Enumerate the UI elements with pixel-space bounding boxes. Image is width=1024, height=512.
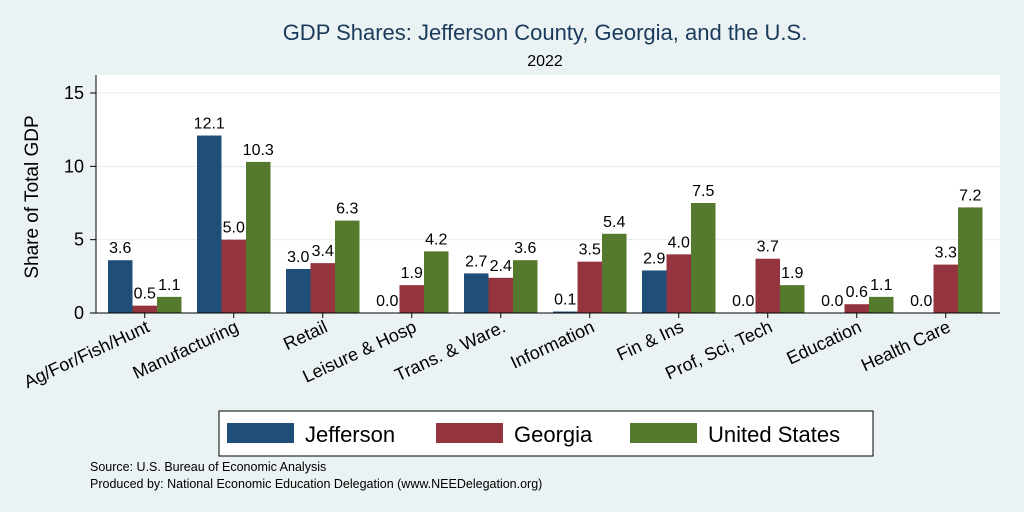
category-label: Retail bbox=[280, 316, 330, 354]
bar bbox=[399, 285, 424, 313]
category-label: Fin & Ins bbox=[614, 316, 687, 364]
data-labels: 3.60.51.112.15.010.33.0 3.46.30.01.94.22.… bbox=[109, 116, 981, 310]
data-label: 5.0 bbox=[223, 220, 245, 237]
data-label: 10.3 bbox=[243, 142, 274, 159]
bar bbox=[464, 273, 489, 313]
bar bbox=[513, 260, 538, 313]
chart-subtitle: 2022 bbox=[527, 53, 563, 70]
legend: Jefferson Georgia United States bbox=[218, 410, 874, 457]
legend-label: United States bbox=[708, 422, 840, 447]
bar bbox=[642, 270, 667, 313]
data-label: 1.1 bbox=[870, 277, 892, 294]
data-label: 0.0 bbox=[910, 293, 932, 310]
data-label: 2.9 bbox=[643, 250, 665, 267]
category-label: Health Care bbox=[858, 316, 954, 375]
chart-title: GDP Shares: Jefferson County, Georgia, a… bbox=[283, 20, 808, 45]
legend-swatch bbox=[630, 423, 697, 443]
bar bbox=[108, 260, 133, 313]
category-label: Education bbox=[783, 316, 864, 368]
bar bbox=[310, 263, 335, 313]
data-label: 0.6 bbox=[846, 284, 868, 301]
data-label: 3.6 bbox=[109, 240, 131, 257]
bar bbox=[933, 264, 958, 313]
data-label: 0.0 bbox=[732, 293, 754, 310]
data-label: 3.6 bbox=[514, 240, 536, 257]
legend-swatch bbox=[436, 423, 503, 443]
bar bbox=[869, 296, 894, 313]
data-label: 1.9 bbox=[401, 265, 423, 282]
bar bbox=[424, 251, 449, 313]
data-label: 3.4 bbox=[312, 243, 334, 260]
data-label: 3.0 bbox=[287, 249, 309, 266]
bar bbox=[132, 305, 157, 313]
y-tick-label: 15 bbox=[64, 83, 84, 103]
bar bbox=[755, 258, 780, 313]
y-axis-title: Share of Total GDP bbox=[22, 115, 43, 278]
data-label: 4.0 bbox=[668, 234, 690, 251]
data-label: 6.3 bbox=[336, 201, 358, 218]
legend-swatch bbox=[227, 423, 294, 443]
data-label: 5.4 bbox=[603, 214, 625, 231]
bar bbox=[488, 277, 513, 313]
bar bbox=[780, 285, 805, 313]
category-label: Ag/For/Fish/Hunt bbox=[21, 316, 153, 392]
data-label: 12.1 bbox=[194, 116, 225, 133]
legend-label: Georgia bbox=[514, 422, 593, 447]
data-label: 2.4 bbox=[490, 258, 512, 275]
bar bbox=[157, 296, 182, 313]
data-label: 4.2 bbox=[425, 231, 447, 248]
legend-box bbox=[218, 410, 874, 457]
y-tick-label: 5 bbox=[74, 230, 84, 250]
legend-label: Jefferson bbox=[305, 422, 395, 447]
data-label: 2.7 bbox=[465, 253, 487, 270]
data-label: 3.3 bbox=[935, 245, 957, 262]
bar bbox=[246, 161, 271, 313]
category-label: Information bbox=[507, 316, 597, 372]
data-label: 1.1 bbox=[158, 277, 180, 294]
data-label: 7.2 bbox=[959, 187, 981, 204]
bar bbox=[666, 254, 691, 313]
data-label: 1.9 bbox=[781, 265, 803, 282]
bar bbox=[221, 239, 246, 313]
bar bbox=[602, 233, 627, 313]
data-label: 0.1 bbox=[554, 292, 576, 309]
data-label: 7.5 bbox=[692, 183, 714, 200]
bar bbox=[691, 203, 716, 313]
bar bbox=[286, 269, 311, 313]
bar bbox=[577, 261, 602, 313]
data-label: 0.5 bbox=[134, 286, 156, 303]
bar bbox=[553, 311, 578, 313]
y-tick-label: 10 bbox=[64, 156, 84, 176]
producer-note: Produced by: National Economic Education… bbox=[90, 477, 542, 491]
bar bbox=[958, 207, 983, 313]
data-label: 3.7 bbox=[757, 239, 779, 256]
source-note: Source: U.S. Bureau of Economic Analysis bbox=[90, 460, 326, 474]
bar bbox=[197, 135, 222, 313]
data-label: 3.5 bbox=[579, 242, 601, 259]
data-label: 0.0 bbox=[376, 293, 398, 310]
y-tick-label: 0 bbox=[74, 303, 84, 323]
bar bbox=[844, 304, 869, 313]
bar bbox=[335, 220, 360, 313]
data-label: 0.0 bbox=[821, 293, 843, 310]
bars bbox=[108, 135, 983, 313]
